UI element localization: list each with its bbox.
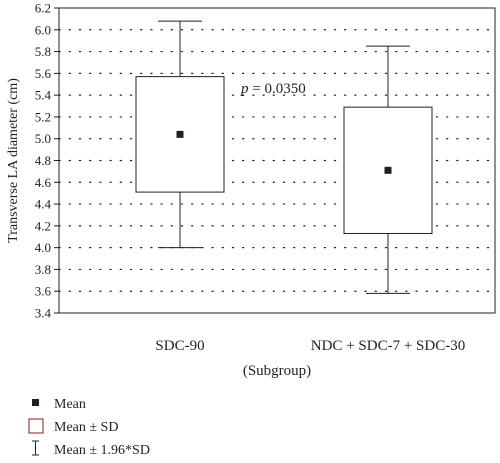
box-group bbox=[135, 20, 225, 249]
y-tick-label: 4.6 bbox=[35, 175, 52, 190]
legend-item: Mean ± 1.96*SD bbox=[32, 440, 150, 458]
box-group bbox=[343, 45, 433, 294]
legend-label: Mean bbox=[54, 397, 86, 412]
y-tick-label: 6.0 bbox=[35, 22, 51, 37]
legend-label: Mean ± 1.96*SD bbox=[54, 443, 150, 458]
legend: Mean Mean ± SD Mean ± 1.96*SD bbox=[28, 397, 150, 458]
y-tick-label: 5.8 bbox=[35, 44, 51, 59]
y-tick-label: 4.4 bbox=[35, 197, 52, 212]
legend-item: Mean bbox=[32, 397, 86, 412]
legend-label: Mean ± SD bbox=[54, 420, 118, 435]
y-tick-label: 4.0 bbox=[35, 240, 51, 255]
legend-sd-box-icon bbox=[28, 418, 44, 434]
x-category-labels: SDC-90 NDC + SDC-7 + SDC-30 bbox=[155, 338, 465, 354]
y-tick-label: 4.2 bbox=[35, 218, 51, 233]
x-category-label: SDC-90 bbox=[155, 338, 204, 354]
y-tick-label: 5.4 bbox=[35, 88, 52, 103]
y-tick-label: 4.8 bbox=[35, 153, 51, 168]
gridlines bbox=[58, 29, 496, 292]
mean-marker bbox=[176, 130, 184, 138]
p-value-text: = 0.0350 bbox=[249, 81, 306, 97]
plot-frame bbox=[58, 7, 496, 314]
y-tick-label: 6.2 bbox=[35, 1, 51, 16]
y-tick-label: 5.0 bbox=[35, 131, 51, 146]
p-value-symbol: p bbox=[240, 81, 249, 97]
x-axis-title: (Subgroup) bbox=[243, 363, 311, 379]
x-category-label: NDC + SDC-7 + SDC-30 bbox=[311, 338, 465, 354]
y-tick-label: 5.2 bbox=[35, 109, 51, 124]
mean-marker bbox=[384, 166, 392, 174]
legend-mean-square-icon bbox=[32, 399, 39, 406]
y-tick-label: 5.6 bbox=[35, 66, 52, 81]
p-value-annotation: p = 0.0350 bbox=[240, 81, 306, 97]
y-tick-label: 3.4 bbox=[35, 306, 52, 321]
y-tick-label: 3.6 bbox=[35, 284, 52, 299]
y-ticks: 3.4 3.6 3.8 4.0 4.2 4.4 4.6 4.8 5.0 5.2 5.4 5.6 5.8 6… bbox=[35, 1, 59, 321]
legend-item: Mean ± SD bbox=[28, 418, 118, 435]
y-tick-label: 3.8 bbox=[35, 262, 51, 277]
box-groups bbox=[135, 20, 433, 294]
y-axis-title: Transverse LA diameter (cm) bbox=[6, 78, 21, 243]
